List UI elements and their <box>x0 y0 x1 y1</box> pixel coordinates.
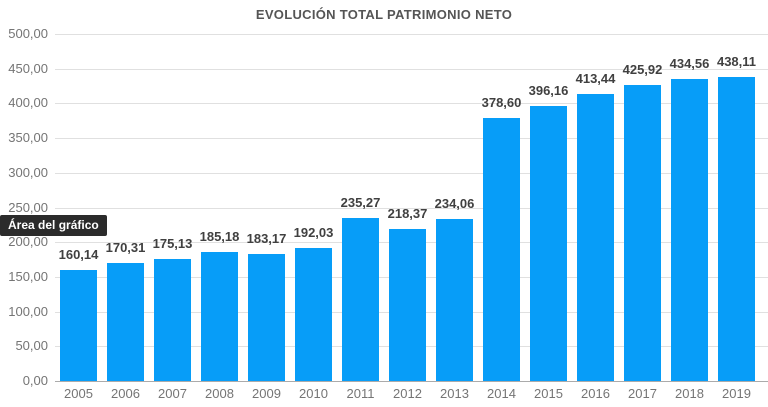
bar-2017[interactable] <box>624 85 661 381</box>
bar-2006[interactable] <box>107 263 144 381</box>
y-axis-tick-label: 400,00 <box>8 95 48 110</box>
chart-title: EVOLUCIÓN TOTAL PATRIMONIO NETO <box>255 7 513 22</box>
y-axis-tick-label: 300,00 <box>8 165 48 180</box>
bar-value-label: 160,14 <box>58 247 99 262</box>
y-axis-tick-label: 500,00 <box>8 26 48 41</box>
bar-value-label: 425,92 <box>622 62 663 77</box>
bar-value-label: 175,13 <box>152 236 193 251</box>
bar-2010[interactable] <box>295 248 332 381</box>
bar-2019[interactable] <box>718 77 755 381</box>
x-axis-tick-label: 2014 <box>487 386 516 401</box>
gridline <box>55 103 768 104</box>
x-axis-tick-label: 2011 <box>346 386 375 401</box>
bar-value-label: 396,16 <box>528 83 569 98</box>
bar-value-label: 185,18 <box>199 229 240 244</box>
gridline <box>55 34 768 35</box>
bar-value-label: 192,03 <box>293 225 334 240</box>
x-axis-tick-label: 2008 <box>205 386 234 401</box>
bar-value-label: 434,56 <box>669 56 710 71</box>
x-axis-tick-label: 2007 <box>158 386 187 401</box>
bar-2018[interactable] <box>671 79 708 381</box>
x-axis-tick-label: 2013 <box>440 386 469 401</box>
bar-2014[interactable] <box>483 118 520 381</box>
y-axis-tick-label: 100,00 <box>8 304 48 319</box>
x-axis-tick-label: 2018 <box>675 386 704 401</box>
bar-value-label: 413,44 <box>575 71 616 86</box>
x-axis-tick-label: 2009 <box>252 386 281 401</box>
x-axis-tick-label: 2006 <box>111 386 140 401</box>
bar-value-label: 378,60 <box>481 95 522 110</box>
bar-2011[interactable] <box>342 218 379 381</box>
chart-area-tooltip: Área del gráfico <box>0 215 107 236</box>
y-axis-tick-label: 0,00 <box>22 373 48 388</box>
gridline <box>55 138 768 139</box>
x-axis-tick-label: 2016 <box>581 386 610 401</box>
x-axis-tick-label: 2015 <box>534 386 563 401</box>
bar-2007[interactable] <box>154 259 191 381</box>
gridline <box>55 69 768 70</box>
bar-value-label: 170,31 <box>105 240 146 255</box>
bar-2013[interactable] <box>436 219 473 381</box>
x-axis-baseline <box>55 381 768 382</box>
x-axis-tick-label: 2019 <box>722 386 751 401</box>
gridline <box>55 208 768 209</box>
bar-value-label: 218,37 <box>387 206 428 221</box>
bar-value-label: 183,17 <box>246 231 287 246</box>
x-axis-tick-label: 2012 <box>393 386 422 401</box>
bar-2016[interactable] <box>577 94 614 381</box>
x-axis-tick-label: 2010 <box>299 386 328 401</box>
bar-2015[interactable] <box>530 106 567 381</box>
bar-value-label: 438,11 <box>716 54 757 69</box>
bar-2008[interactable] <box>201 252 238 381</box>
bar-value-label: 234,06 <box>434 196 475 211</box>
gridline <box>55 173 768 174</box>
bar-2005[interactable] <box>60 270 97 381</box>
bar-2009[interactable] <box>248 254 285 381</box>
y-axis-tick-label: 350,00 <box>8 130 48 145</box>
y-axis-tick-label: 450,00 <box>8 61 48 76</box>
x-axis-tick-label: 2017 <box>628 386 657 401</box>
y-axis-tick-label: 200,00 <box>8 234 48 249</box>
bar-value-label: 235,27 <box>340 195 381 210</box>
bar-2012[interactable] <box>389 229 426 381</box>
y-axis-tick-label: 150,00 <box>8 269 48 284</box>
y-axis-tick-label: 250,00 <box>8 200 48 215</box>
x-axis-tick-label: 2005 <box>64 386 93 401</box>
y-axis-tick-label: 50,00 <box>15 338 48 353</box>
